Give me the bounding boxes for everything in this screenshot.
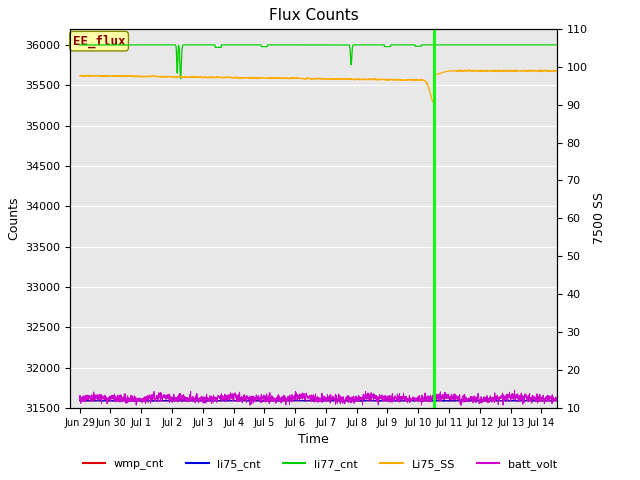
Y-axis label: 7500 SS: 7500 SS: [593, 192, 606, 244]
Y-axis label: Counts: Counts: [7, 197, 20, 240]
Legend: wmp_cnt, li75_cnt, li77_cnt, Li75_SS, batt_volt: wmp_cnt, li75_cnt, li77_cnt, Li75_SS, ba…: [78, 455, 562, 474]
Title: Flux Counts: Flux Counts: [269, 9, 358, 24]
Text: EE_flux: EE_flux: [73, 35, 125, 48]
X-axis label: Time: Time: [298, 433, 329, 446]
